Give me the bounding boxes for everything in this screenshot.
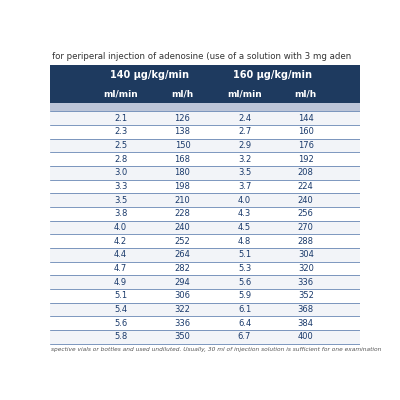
Text: 368: 368 [298,305,314,314]
FancyBboxPatch shape [50,166,360,180]
Text: 210: 210 [175,196,190,205]
Text: 5.9: 5.9 [238,291,251,300]
Text: for periperal injection of adenosine (use of a solution with 3 mg aden: for periperal injection of adenosine (us… [52,52,351,61]
Text: 5.6: 5.6 [238,278,251,287]
Text: 2.1: 2.1 [114,114,127,123]
FancyBboxPatch shape [50,234,360,248]
Text: 2.8: 2.8 [114,155,127,164]
Text: 198: 198 [174,182,190,191]
Text: 2.9: 2.9 [238,141,251,150]
Text: ml/min: ml/min [227,89,262,98]
Text: 140 µg/kg/min: 140 µg/kg/min [110,70,189,80]
Text: 4.9: 4.9 [114,278,127,287]
Text: 168: 168 [174,155,190,164]
Text: 228: 228 [174,210,190,218]
Text: 5.1: 5.1 [114,291,127,300]
FancyBboxPatch shape [50,194,360,207]
Text: 3.2: 3.2 [238,155,251,164]
Text: 5.1: 5.1 [238,250,251,259]
Text: 352: 352 [298,291,314,300]
Text: 336: 336 [174,319,190,328]
Text: 350: 350 [174,332,190,341]
Text: 5.4: 5.4 [114,305,127,314]
Text: 3.0: 3.0 [114,168,127,178]
Text: 4.3: 4.3 [238,210,251,218]
Text: 4.7: 4.7 [114,264,127,273]
FancyBboxPatch shape [50,104,360,112]
Text: 6.7: 6.7 [238,332,251,341]
Text: 138: 138 [174,128,190,136]
Text: 126: 126 [174,114,190,123]
FancyBboxPatch shape [50,316,360,330]
Text: 3.8: 3.8 [114,210,127,218]
FancyBboxPatch shape [50,139,360,152]
Text: 144: 144 [298,114,314,123]
Text: 256: 256 [298,210,314,218]
Text: 2.5: 2.5 [114,141,127,150]
Text: 384: 384 [298,319,314,328]
Text: 288: 288 [298,237,314,246]
Text: 264: 264 [174,250,190,259]
FancyBboxPatch shape [50,262,360,275]
Text: 176: 176 [298,141,314,150]
Text: 3.5: 3.5 [238,168,251,178]
FancyBboxPatch shape [50,152,360,166]
Text: ml/h: ml/h [295,89,317,98]
FancyBboxPatch shape [50,275,360,289]
FancyBboxPatch shape [50,112,360,125]
Text: 5.3: 5.3 [238,264,251,273]
Text: 2.7: 2.7 [238,128,251,136]
Text: 160: 160 [298,128,314,136]
Text: 4.4: 4.4 [114,250,127,259]
FancyBboxPatch shape [50,125,360,139]
Text: 5.8: 5.8 [114,332,127,341]
FancyBboxPatch shape [50,221,360,234]
FancyBboxPatch shape [50,330,360,344]
FancyBboxPatch shape [50,289,360,303]
Text: 192: 192 [298,155,314,164]
Text: 4.0: 4.0 [114,223,127,232]
Text: 240: 240 [298,196,314,205]
Text: 240: 240 [175,223,190,232]
FancyBboxPatch shape [50,248,360,262]
Text: 294: 294 [175,278,190,287]
Text: 6.4: 6.4 [238,319,251,328]
Text: ml/min: ml/min [103,89,138,98]
Text: 306: 306 [174,291,190,300]
Text: 3.3: 3.3 [114,182,127,191]
FancyBboxPatch shape [50,84,360,104]
Text: 320: 320 [298,264,314,273]
Text: 180: 180 [174,168,190,178]
Text: 3.7: 3.7 [238,182,251,191]
Text: 6.1: 6.1 [238,305,251,314]
FancyBboxPatch shape [50,207,360,221]
Text: 150: 150 [175,141,190,150]
Text: 4.0: 4.0 [238,196,251,205]
Text: spective vials or bottles and used undiluted. Usually, 30 ml of injection soluti: spective vials or bottles and used undil… [51,347,381,352]
Text: 224: 224 [298,182,314,191]
FancyBboxPatch shape [50,180,360,194]
Text: 208: 208 [298,168,314,178]
Text: 4.5: 4.5 [238,223,251,232]
Text: ml/h: ml/h [172,89,194,98]
Text: 2.4: 2.4 [238,114,251,123]
Text: 322: 322 [174,305,190,314]
Text: 5.6: 5.6 [114,319,127,328]
Text: 304: 304 [298,250,314,259]
Text: 400: 400 [298,332,314,341]
Text: 160 µg/kg/min: 160 µg/kg/min [233,70,312,80]
Text: 4.8: 4.8 [238,237,251,246]
Text: 4.2: 4.2 [114,237,127,246]
Text: 2.3: 2.3 [114,128,127,136]
FancyBboxPatch shape [50,65,360,84]
Text: 252: 252 [175,237,190,246]
Text: 336: 336 [298,278,314,287]
Text: 282: 282 [174,264,190,273]
FancyBboxPatch shape [50,303,360,316]
Text: 270: 270 [298,223,314,232]
Text: 3.5: 3.5 [114,196,127,205]
